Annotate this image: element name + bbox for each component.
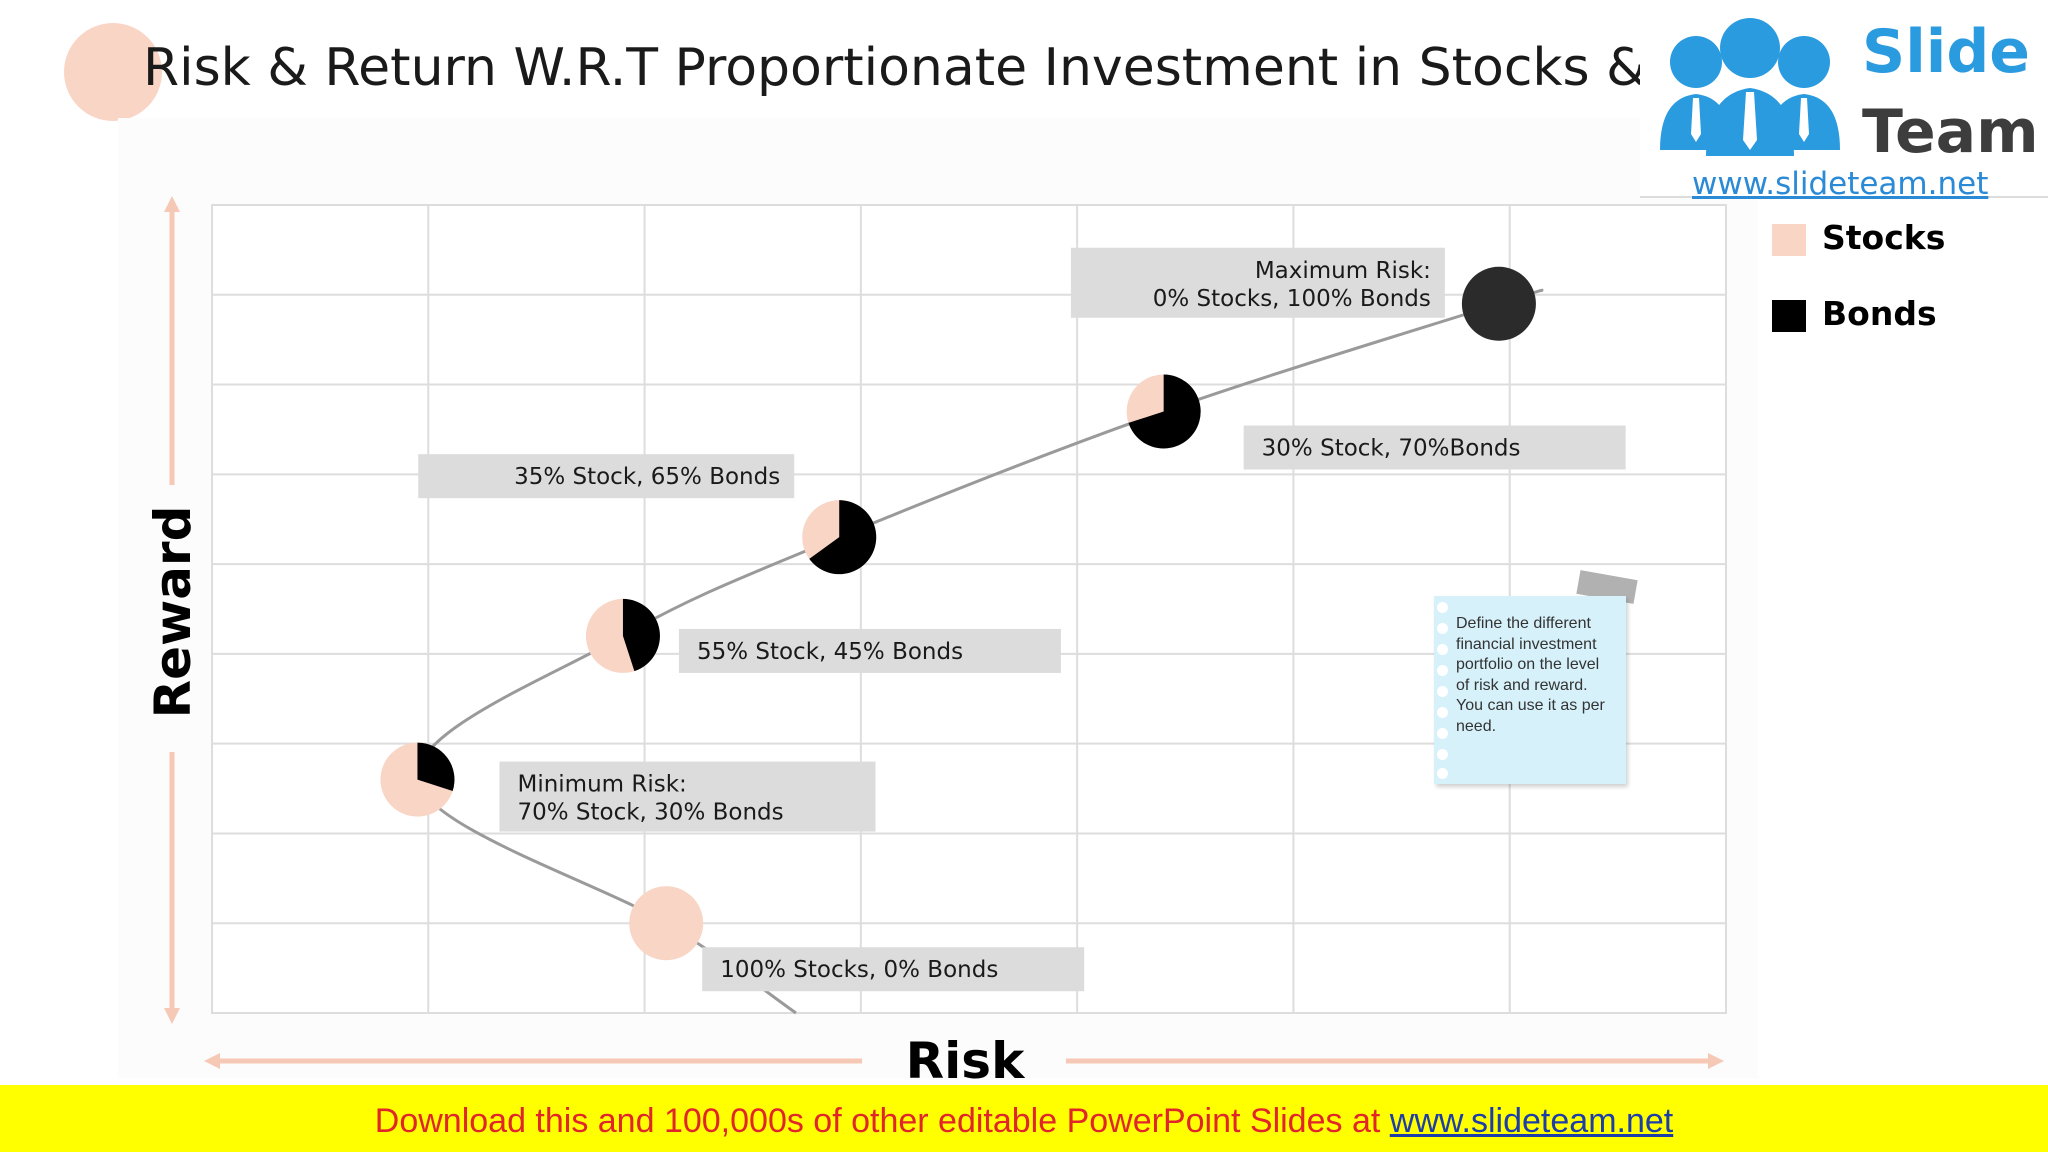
legend-label-stocks: Stocks: [1822, 218, 1946, 257]
y-axis-label: Reward: [144, 506, 202, 719]
pie-marker-stocks: [629, 886, 704, 961]
note-hole: [1437, 768, 1448, 779]
note-hole: [1437, 602, 1448, 613]
logo-word-slide: Slide: [1862, 17, 2030, 87]
legend-swatch-bonds: [1772, 300, 1806, 332]
pie-marker-bonds: [809, 500, 877, 575]
banner-link[interactable]: www.slideteam.net: [1389, 1102, 1674, 1140]
download-banner: Download this and 100,000s of other edit…: [0, 1085, 2048, 1152]
team-people-icon: [1660, 18, 1840, 156]
note-hole: [1437, 707, 1448, 718]
title-decoration-circle: [64, 23, 162, 121]
pie-marker-bonds: [1461, 266, 1536, 341]
point-label-text: Minimum Risk:: [517, 772, 686, 798]
note-hole: [1437, 623, 1448, 634]
page-title: Risk & Return W.R.T Proportionate Invest…: [143, 38, 1824, 98]
x-axis-label: Risk: [906, 1032, 1026, 1090]
banner-message: Download this and 100,000s of other edit…: [374, 1102, 1390, 1140]
pie-marker-bonds: [622, 598, 660, 672]
logo: Slide Team www.slideteam.net: [1640, 0, 2048, 202]
note-hole: [1437, 644, 1448, 655]
point-label-box: [418, 454, 795, 499]
note-hole: [1437, 749, 1448, 760]
point-label-text: 70% Stock, 30% Bonds: [517, 800, 783, 826]
point-label-box: [678, 628, 1061, 673]
point-label-box: [1243, 425, 1626, 470]
sticky-note: Define the different financial investmen…: [1434, 596, 1626, 784]
point-label-text: 0% Stocks, 100% Bonds: [1153, 286, 1431, 312]
legend-label-bonds: Bonds: [1822, 294, 1937, 333]
point-label-text: Maximum Risk:: [1255, 258, 1431, 284]
sticky-note-text: Define the different financial investmen…: [1456, 615, 1605, 735]
x-axis-arrowhead-left: [204, 1053, 220, 1069]
logo-url-link[interactable]: www.slideteam.net: [1692, 166, 1989, 202]
point-label-text: 30% Stock, 70%Bonds: [1262, 435, 1521, 461]
pie-marker-bonds: [417, 742, 455, 792]
banner-text: Download this and 100,000s of other edit…: [0, 1102, 2048, 1141]
note-hole: [1437, 686, 1448, 697]
y-axis-arrowhead-up: [164, 196, 180, 212]
point-label-box: [702, 947, 1085, 992]
legend-swatch-stocks: [1772, 224, 1806, 256]
point-label-text: 100% Stocks, 0% Bonds: [720, 957, 998, 983]
y-axis-arrowhead-down: [164, 1008, 180, 1024]
point-label-text: 55% Stock, 45% Bonds: [697, 639, 963, 665]
point-label-text: 35% Stock, 65% Bonds: [514, 464, 780, 490]
x-axis-arrowhead-right: [1708, 1053, 1724, 1069]
note-hole: [1437, 665, 1448, 676]
point-label-box: [499, 761, 876, 832]
pie-marker-bonds: [1128, 374, 1201, 449]
logo-word-team: Team: [1862, 97, 2039, 167]
risk-return-curve: [415, 288, 1544, 1015]
point-label-box: [1070, 247, 1445, 318]
note-hole: [1437, 728, 1448, 739]
